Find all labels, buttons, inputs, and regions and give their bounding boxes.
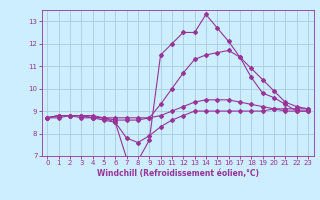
X-axis label: Windchill (Refroidissement éolien,°C): Windchill (Refroidissement éolien,°C) xyxy=(97,169,259,178)
